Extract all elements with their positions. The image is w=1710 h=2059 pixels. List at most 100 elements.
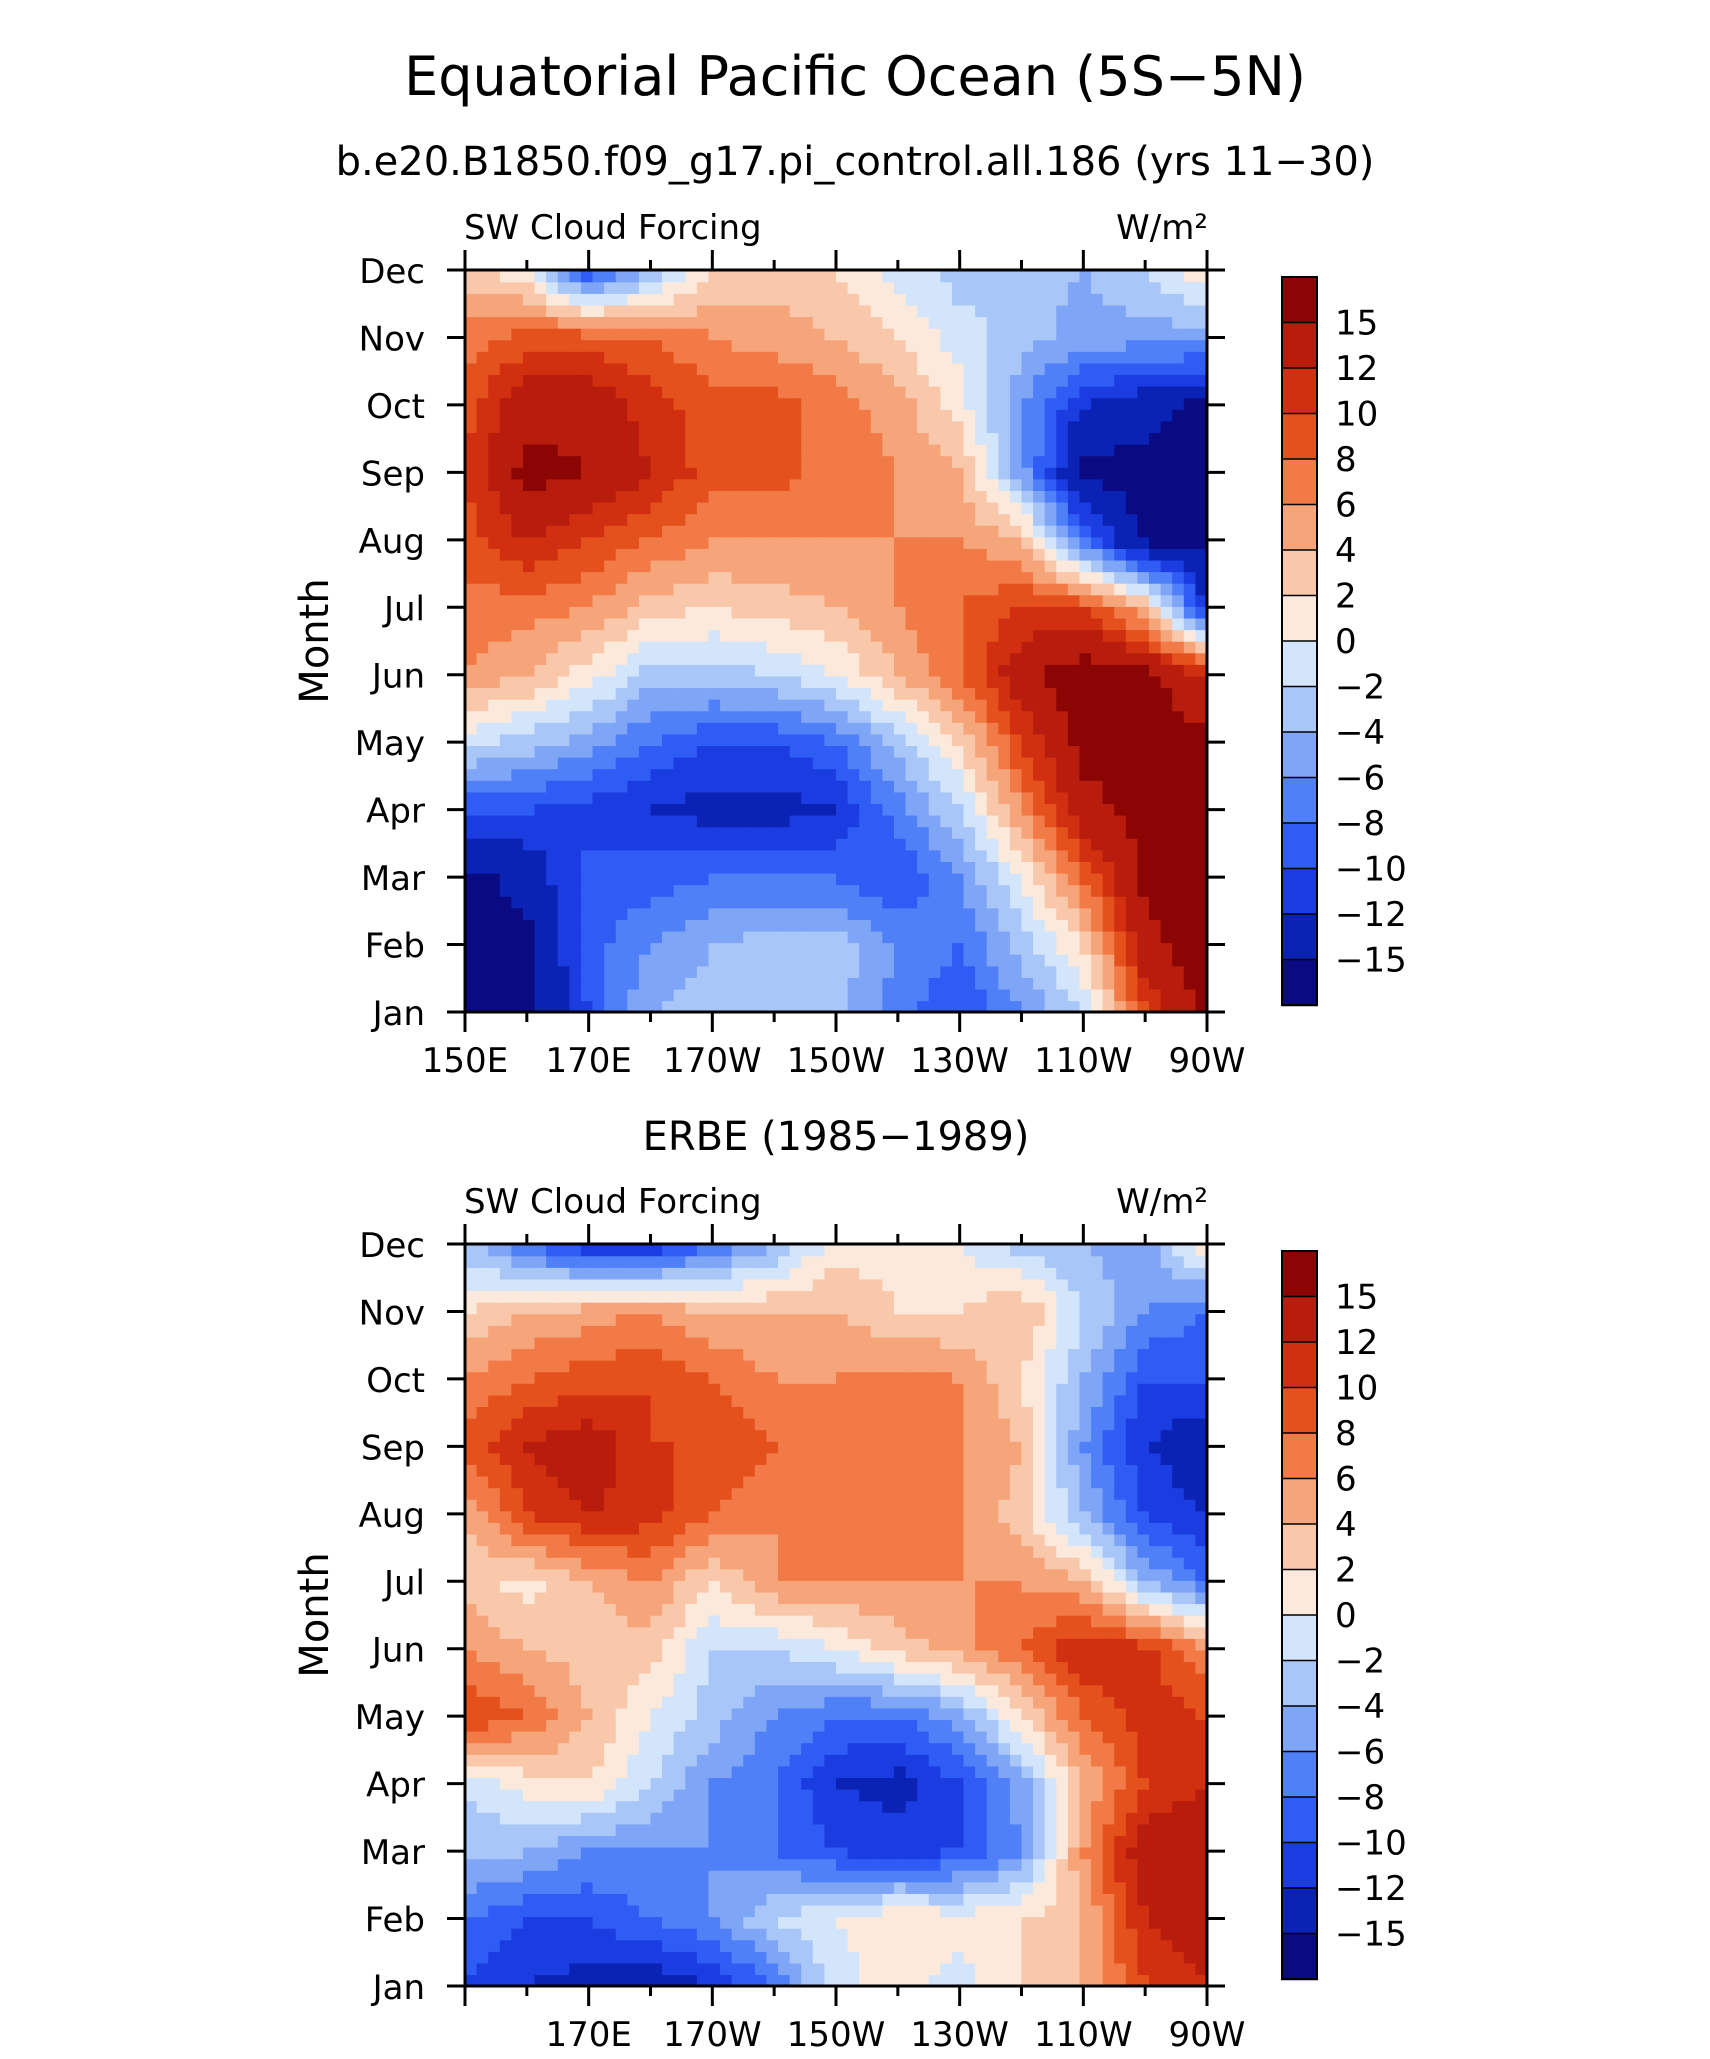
heatmap-cell [1091,1000,1104,1012]
heatmap-cell [557,327,571,341]
heatmap-cell [836,756,849,770]
heatmap-cell [534,664,547,677]
heatmap-cell [522,583,536,596]
heatmap-cell [604,791,617,805]
heatmap-cell [928,896,942,909]
heatmap-cell [1044,1881,1057,1894]
heatmap-cell [627,1939,640,1952]
heatmap-cell [580,304,594,318]
heatmap-cell [1160,1974,1173,1986]
heatmap-cell [511,501,524,515]
heatmap-cell [1183,849,1197,862]
heatmap-cell [940,362,953,376]
heatmap-cell [754,814,768,828]
heatmap-cell [557,467,571,480]
heatmap-cell [801,304,814,318]
heatmap-cell [824,559,837,573]
heatmap-cell [928,1870,942,1883]
heatmap-cell [1195,698,1207,712]
heatmap-cell [1137,351,1150,364]
heatmap-cell [1056,745,1069,758]
heatmap-cell [1160,826,1173,839]
heatmap-cell [1067,397,1081,410]
heatmap-cell [557,1000,571,1012]
heatmap-cell [731,467,744,480]
heatmap-cell [1067,664,1081,677]
heatmap-cell [1183,1858,1197,1871]
heatmap-cell [951,872,965,886]
heatmap-cell [476,756,489,770]
heatmap-cell [1021,791,1034,805]
heatmap-cell [940,698,953,712]
heatmap-cell [638,606,652,619]
heatmap-cell [638,478,652,491]
heatmap-cell [1125,455,1139,468]
heatmap-cell [1079,525,1092,538]
heatmap-cell [522,861,536,874]
heatmap-cell [917,988,930,1002]
heatmap-cell [476,664,489,677]
heatmap-cell [951,791,965,805]
heatmap-cell [743,1916,756,1929]
heatmap-cell [1102,977,1115,990]
heatmap-cell [1067,467,1081,480]
heatmap-cell [1091,872,1104,886]
heatmap-cell [940,861,953,874]
heatmap-cell [476,501,489,515]
heatmap-cell [580,977,594,990]
heatmap-cell [546,907,559,920]
heatmap-cell [569,954,582,967]
heatmap-cell [847,270,860,283]
heatmap-cell [754,1916,768,1929]
heatmap-cell [812,977,826,990]
heatmap-cell [615,548,629,561]
heatmap-cell [1009,930,1023,944]
heatmap-cell [1160,977,1173,990]
heatmap-cell [685,896,698,909]
heatmap-cell [1160,409,1173,422]
heatmap-cell [1067,270,1081,283]
heatmap-cell [1033,490,1046,503]
heatmap-cell [975,965,988,978]
heatmap-cell [592,409,605,422]
heatmap-cell [465,1962,478,1976]
heatmap-cell [836,1928,849,1941]
heatmap-cell [592,733,605,747]
heatmap-cell [986,1846,1000,1860]
heatmap-cell [963,814,976,828]
heatmap-cell [522,1916,536,1929]
heatmap-cell [662,409,675,422]
heatmap-cell [1195,270,1207,283]
heatmap-cell [963,954,976,967]
heatmap-cell [696,641,710,654]
heatmap-cell [1114,710,1127,723]
heatmap-cell [1114,559,1127,573]
heatmap-cell [801,641,814,654]
heatmap-cell [592,919,605,932]
heatmap-cell [696,768,710,781]
heatmap-cell [511,687,524,700]
heatmap-cell [731,490,744,503]
heatmap-cell [465,872,478,886]
heatmap-cell [673,814,686,828]
heatmap-cell [1183,861,1197,874]
heatmap-cell [1079,293,1092,306]
heatmap-cell [905,861,918,874]
heatmap-cell [1067,525,1081,538]
heatmap-cell [1149,861,1162,874]
colorbar-label: 0 [1335,622,1357,662]
heatmap-cell [812,420,826,434]
heatmap-cell [1172,884,1185,897]
heatmap-cell [476,351,489,364]
heatmap-cell [778,420,791,434]
heatmap-cell [627,374,640,387]
heatmap-cell [650,930,663,944]
heatmap-cell [569,455,582,468]
heatmap-cell [1195,942,1207,955]
heatmap-cell [580,293,594,306]
heatmap-cell [847,374,860,387]
heatmap-cell [604,1870,617,1883]
heatmap-cell [465,362,478,376]
heatmap-cell [940,583,953,596]
heatmap-cell [476,513,489,526]
